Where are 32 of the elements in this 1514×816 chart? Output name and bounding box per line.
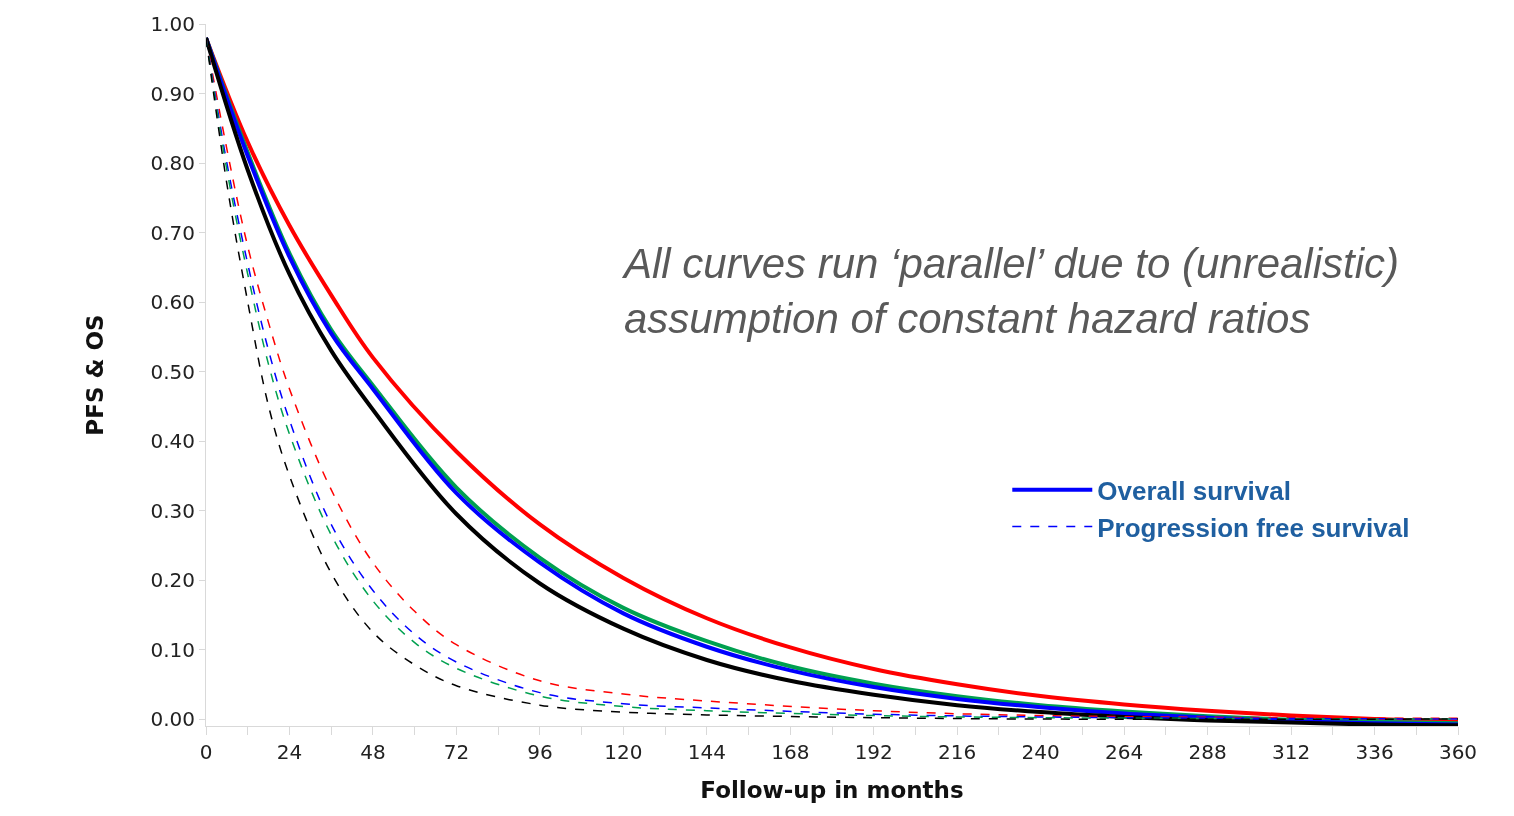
x-tick-label: 72: [443, 740, 470, 764]
legend-label: Overall survival: [1097, 475, 1291, 506]
legend-label: Progression free survival: [1097, 512, 1410, 543]
x-tick-label: 240: [1021, 740, 1060, 764]
x-tick-label: 264: [1105, 740, 1144, 764]
x-tick-label: 0: [199, 740, 213, 764]
x-tick-label: 96: [527, 740, 553, 764]
y-tick-label: 0.60: [150, 290, 195, 315]
y-axis-title: PFS & OS: [81, 314, 108, 436]
x-tick-label: 288: [1188, 740, 1227, 764]
y-tick-label: 0.90: [150, 81, 195, 106]
x-tick-label: 120: [604, 740, 643, 764]
y-tick-label: 0.30: [150, 498, 195, 523]
y-tick-label: 0.10: [150, 637, 195, 662]
x-tick-label: 216: [938, 740, 977, 764]
y-tick-label: 0.70: [150, 220, 195, 245]
x-tick-label: 336: [1355, 740, 1394, 764]
x-axis-title: Follow-up in months: [700, 776, 964, 803]
x-tick-label: 24: [276, 740, 303, 764]
y-tick-label: 0.50: [150, 359, 195, 384]
y-tick-label: 0.80: [150, 151, 195, 176]
annotation: All curves run ‘parallel’ due to (unrealistic) assumption of constant hazard ratios: [621, 240, 1400, 342]
y-tick-label: 0.00: [150, 707, 195, 732]
x-tick-label: 312: [1271, 740, 1311, 764]
y-tick-label: 1.00: [150, 12, 195, 36]
x-tick-label: 48: [360, 740, 386, 764]
x-tick-label: 168: [771, 740, 810, 764]
x-tick-label: 360: [1438, 740, 1478, 764]
y-tick-label: 0.20: [150, 568, 195, 593]
x-tick-label: 144: [687, 740, 726, 764]
y-tick-label: 0.40: [150, 429, 195, 454]
x-tick-label: 192: [854, 740, 893, 764]
